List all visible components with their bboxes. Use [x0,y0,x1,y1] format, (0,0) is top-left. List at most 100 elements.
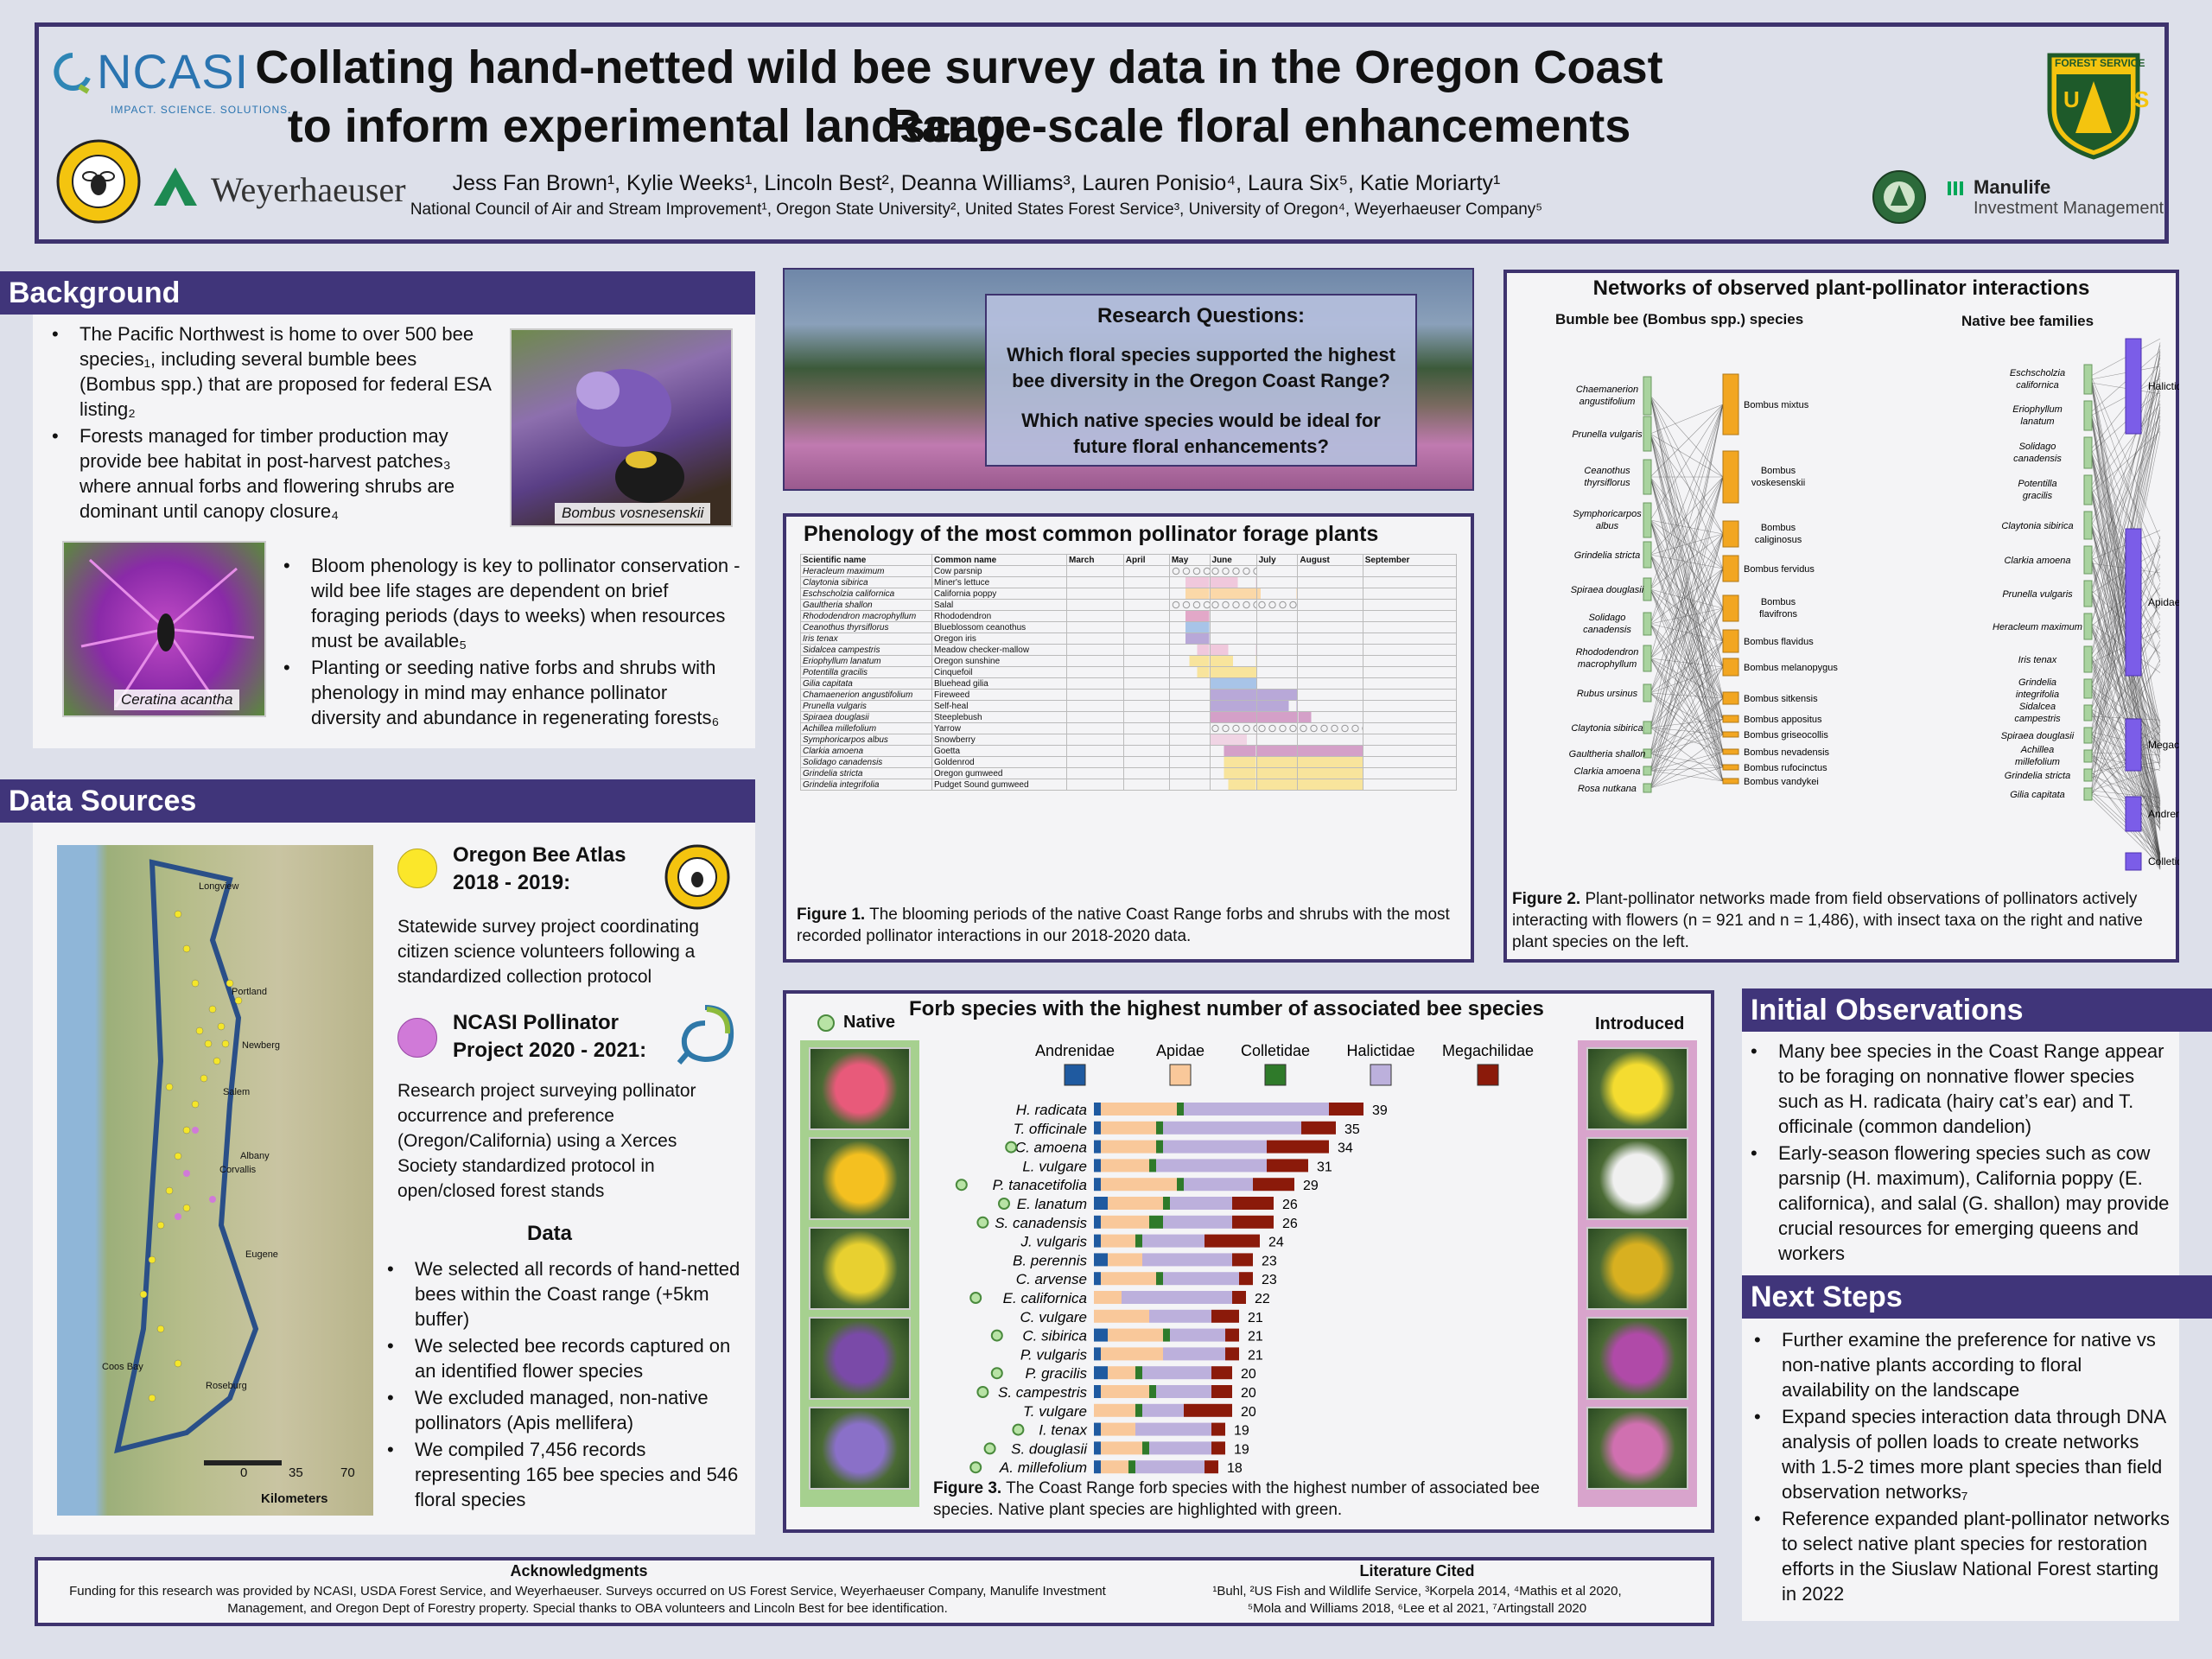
network-edge [1649,640,1724,728]
month-cell [1066,644,1124,656]
month-cell [1362,632,1458,645]
bar-segment [1149,1215,1163,1229]
network-edge [1649,533,1724,590]
common-name-cell: Salal [931,599,1067,611]
plant-node-label: Gaultheria shallon [1569,749,1646,760]
bar-segment [1232,1215,1274,1229]
bombus-node [1722,778,1739,785]
network-edge [1649,404,1724,659]
network-edge [1649,476,1724,642]
plant-node-label: campestris [2014,714,2061,724]
network-edge [2090,375,2161,540]
month-cell [1297,588,1363,600]
month-cell [1362,722,1458,734]
month-cell [1066,677,1124,690]
bar-category-label: S. douglasii [1011,1440,1088,1457]
network-edge [2090,790,2161,798]
scientific-name-cell: Grindelia integrifolia [800,779,932,791]
month-cell [1209,711,1257,723]
network-edge [1649,476,1724,569]
bar-segment [1122,1291,1232,1304]
col-month: September [1362,554,1458,566]
plant-node [1643,612,1652,636]
bar-segment [1142,1253,1232,1267]
network-edge [1649,433,1724,642]
month-cell [1297,689,1363,701]
scientific-name-cell: Rhododendron macrophyllum [800,610,932,622]
network-edge [1649,751,1724,789]
month-cell [1209,666,1257,678]
bar-category-label: T. officinale [1014,1121,1087,1137]
network-left-heading: Bumble bee (Bombus spp.) species [1555,311,1804,327]
authors: Jess Fan Brown¹, Kylie Weeks¹, Lincoln B… [452,171,1501,195]
bar-total-label: 22 [1255,1292,1270,1306]
bar-segment [1094,1215,1101,1229]
map-place-corvallis: Corvallis [219,1165,257,1175]
network-edge [1649,697,1724,789]
month-cell [1362,588,1458,600]
network-edge [2090,448,2161,578]
network-edge [1649,554,1724,735]
research-question-1: Which floral species supported the highe… [1007,344,1395,391]
bar-segment [1149,1441,1211,1455]
month-cell [1168,722,1211,734]
month-cell [1122,745,1170,757]
bar-segment [1094,1366,1108,1380]
bar-category-label: E. lanatum [1017,1196,1087,1212]
network-edge [1649,404,1724,728]
bombus-node-label: Bombus griseocollis [1744,730,1828,741]
plant-node [2083,727,2093,744]
network-edge [1649,433,1724,609]
bar-segment [1101,1234,1135,1248]
bar-segment [1205,1460,1218,1474]
col-scientific-name: Scientific name [800,554,932,566]
bar-segment [1163,1140,1267,1154]
network-edge [2090,342,2161,657]
native-marker [976,1216,989,1229]
month-cell [1122,711,1170,723]
bar-segment [1101,1347,1163,1361]
plant-node-label: canadensis [2013,454,2062,464]
bombus-node-label: Bombus rufocinctus [1744,763,1827,773]
bombus-node [1722,658,1739,677]
month-cell [1255,610,1299,622]
ncasi-logo: NCASI [97,44,250,99]
month-cell [1122,621,1170,633]
network-edge [2090,620,2161,753]
month-cell [1122,644,1170,656]
month-cell [1362,745,1458,757]
map-scale-35: 35 [289,1465,303,1480]
plant-node [1643,683,1652,702]
flower-photo [809,1407,911,1490]
flower-photo [809,1317,911,1400]
map-place-newberg: Newberg [242,1040,281,1051]
plant-node [1643,766,1652,776]
scientific-name-cell: Eriophyllum lanatum [800,655,932,667]
network-edge [1649,734,1724,789]
plant-node-label: Rosa nutkana [1578,784,1637,794]
bombus-node [1722,594,1739,622]
network-edge [1649,433,1724,535]
scientific-name-cell: Clarkia amoena [800,745,932,757]
col-month: May [1168,554,1211,566]
network-edge [1649,766,1724,789]
plant-node [2083,787,2093,801]
phenology-row: Potentilla gracilis Cinquefoil [800,666,1458,678]
bar-segment [1267,1159,1308,1173]
network-edge [2090,684,2161,861]
manulife-logo: Manulife [1974,176,2051,198]
network-edge [1649,666,1724,789]
network-edge [2090,415,2161,601]
month-cell [1066,621,1124,633]
oba-legend-dot [397,849,437,888]
bombus-node-label: caliginosus [1755,535,1802,545]
month-cell [1168,599,1211,611]
phenology-row: Symphoricarpos albus Snowberry [800,734,1458,746]
bombus-node-label: Bombus appositus [1744,715,1822,725]
bombus-node-label: Bombus flavidus [1744,637,1814,647]
oba-description: Statewide survey project coordinating ci… [397,917,700,987]
bombus-node-label: Bombus fervidus [1744,564,1815,575]
bombus-node-label: Bombus melanopygus [1744,663,1838,673]
native-marker [1005,1141,1018,1154]
month-cell [1255,565,1299,577]
